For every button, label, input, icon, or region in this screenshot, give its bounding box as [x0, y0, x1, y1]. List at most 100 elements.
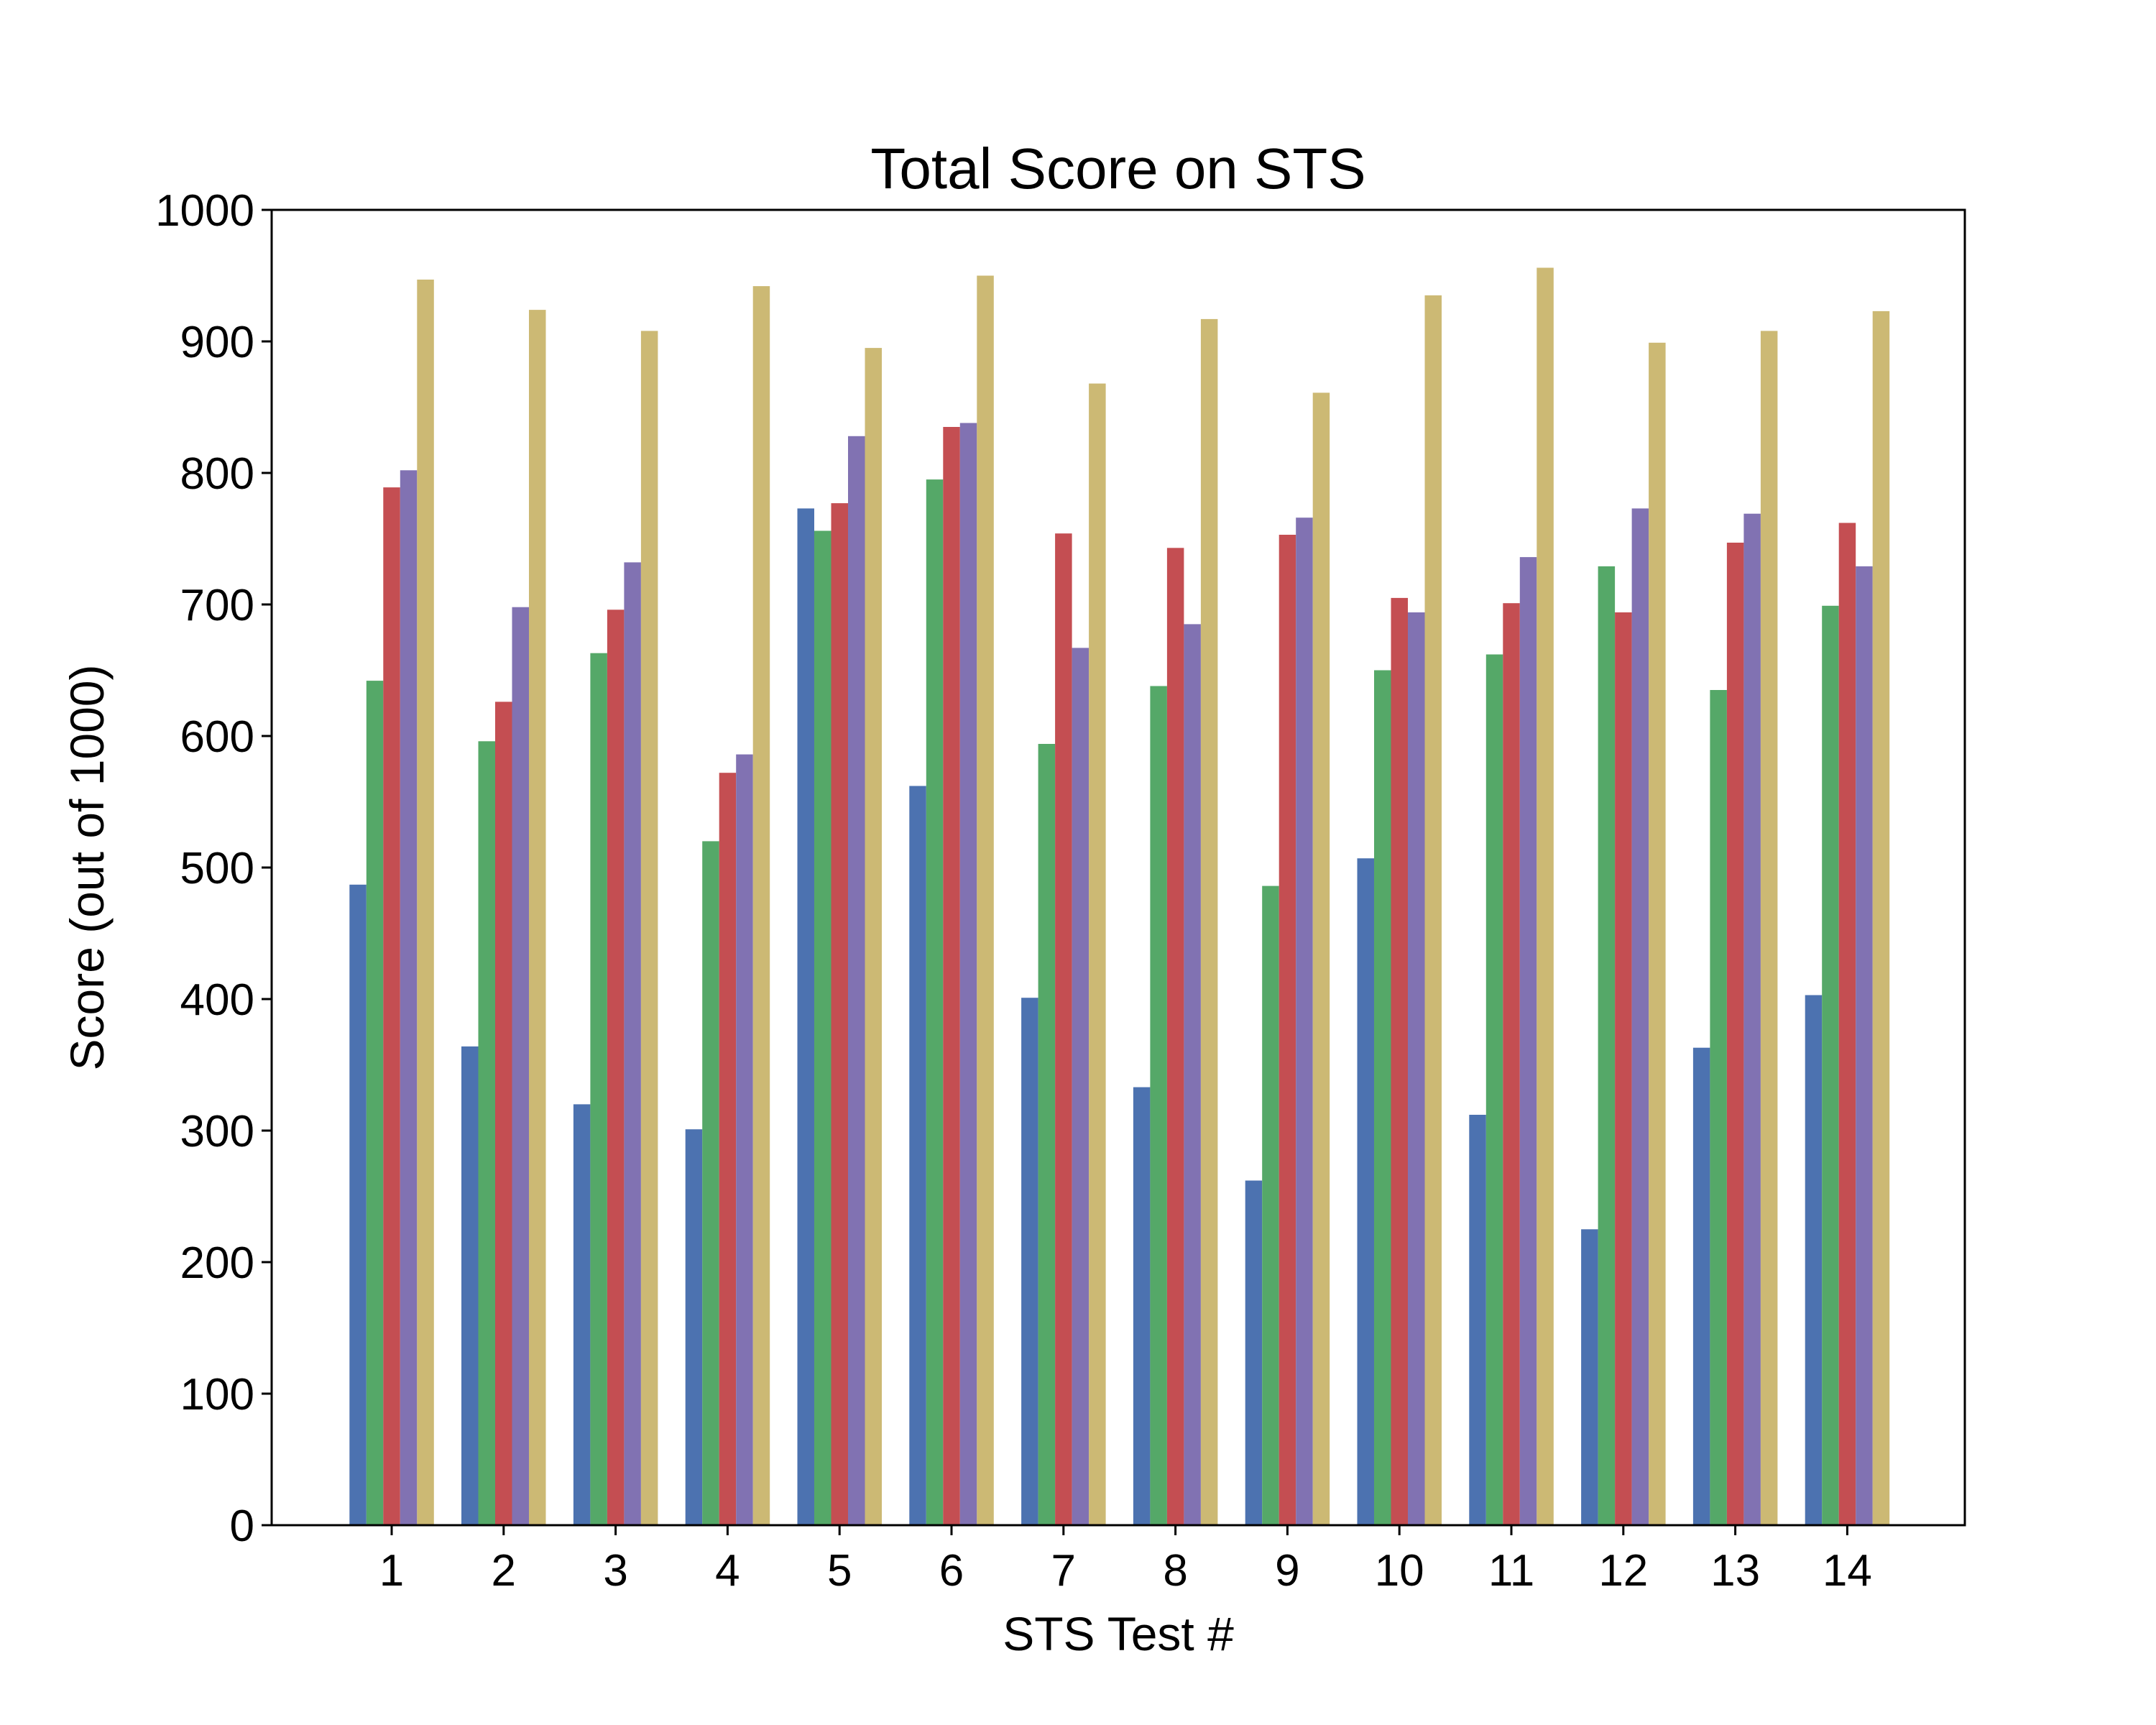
bar-series4-test2 [512, 607, 529, 1526]
x-tick-label: 11 [1488, 1546, 1534, 1596]
y-tick-label: 200 [180, 1238, 254, 1288]
bar-series5-test1 [417, 280, 434, 1525]
bar-series3-test1 [383, 487, 400, 1525]
bar-series3-test3 [607, 610, 625, 1525]
bar-series1-test8 [1133, 1087, 1151, 1525]
x-tick-label: 12 [1598, 1546, 1648, 1596]
bar-series1-test4 [685, 1129, 703, 1525]
x-axis: 1 2 3 4 5 6 7 8 9 10 11 12 13 14 [379, 1525, 1872, 1596]
bar-series4-test1 [400, 470, 418, 1525]
bar-series3-test4 [719, 773, 737, 1525]
bar-series1-test7 [1021, 998, 1038, 1525]
bar-series5-test12 [1649, 342, 1666, 1525]
y-axis-label: Score (out of 1000) [60, 665, 114, 1071]
bar-series2-test9 [1262, 886, 1279, 1525]
x-tick-label: 13 [1710, 1546, 1760, 1596]
x-tick-label: 4 [715, 1546, 740, 1596]
x-tick-label: 5 [827, 1546, 852, 1596]
bar-series2-test14 [1822, 605, 1839, 1525]
x-tick-label: 8 [1163, 1546, 1187, 1596]
y-axis: 0 100 200 300 400 500 600 700 800 900 1000 [155, 186, 272, 1551]
bar-series4-test7 [1072, 648, 1089, 1525]
x-tick-label: 3 [603, 1546, 627, 1596]
x-tick-label: 2 [492, 1546, 516, 1596]
bar-series3-test9 [1279, 535, 1296, 1525]
bar-series4-test4 [736, 754, 753, 1525]
bar-series4-test5 [848, 436, 865, 1525]
bar-series3-test10 [1391, 597, 1408, 1525]
bar-series4-test9 [1296, 518, 1313, 1526]
x-axis-label: STS Test # [1003, 1607, 1234, 1660]
y-tick-label: 100 [180, 1370, 254, 1420]
bar-series2-test3 [590, 653, 607, 1526]
bar-series5-test7 [1089, 383, 1106, 1525]
bar-series5-test14 [1872, 310, 1890, 1525]
x-tick-label: 6 [939, 1546, 964, 1596]
bar-series1-test12 [1581, 1229, 1598, 1526]
bar-series2-test1 [366, 681, 384, 1525]
bar-series3-test12 [1615, 612, 1632, 1525]
x-tick-label: 7 [1051, 1546, 1076, 1596]
y-tick-label: 500 [180, 844, 254, 893]
bar-series2-test5 [814, 530, 831, 1525]
bar-series2-test10 [1374, 670, 1391, 1525]
bar-series4-test14 [1856, 566, 1873, 1525]
bar-series1-test2 [461, 1046, 479, 1525]
bar-series2-test8 [1150, 686, 1167, 1525]
x-tick-label: 10 [1375, 1546, 1424, 1596]
y-tick-label: 700 [180, 581, 254, 630]
bar-series2-test6 [926, 479, 944, 1525]
y-tick-label: 400 [180, 975, 254, 1025]
bar-series3-test7 [1055, 533, 1072, 1526]
bar-series5-test6 [977, 275, 994, 1525]
bar-series2-test11 [1485, 654, 1503, 1525]
bar-series4-test12 [1631, 508, 1649, 1525]
bar-series3-test11 [1503, 603, 1520, 1526]
bar-series4-test6 [959, 423, 977, 1525]
y-tick-label: 1000 [155, 186, 254, 236]
bar-series3-test6 [943, 427, 960, 1525]
bar-series3-test5 [831, 503, 848, 1525]
y-tick-label: 800 [180, 449, 254, 499]
bar-series4-test11 [1519, 557, 1537, 1525]
bar-series1-test5 [797, 508, 814, 1525]
bar-series1-test13 [1692, 1047, 1710, 1525]
bar-series1-test10 [1357, 858, 1374, 1525]
bar-series2-test13 [1710, 690, 1727, 1525]
x-tick-label: 9 [1275, 1546, 1299, 1596]
bar-series5-test5 [865, 348, 882, 1526]
bar-series1-test3 [573, 1104, 591, 1525]
bar-series1-test9 [1245, 1180, 1263, 1525]
bar-series1-test1 [349, 884, 367, 1525]
bar-series5-test10 [1424, 295, 1442, 1525]
bar-series3-test2 [495, 702, 512, 1525]
chart-title: Total Score on STS [870, 137, 1365, 201]
bar-series5-test4 [752, 286, 770, 1526]
bar-series2-test12 [1598, 566, 1616, 1525]
bar-series1-test14 [1805, 995, 1823, 1525]
x-tick-label: 1 [379, 1546, 404, 1596]
y-tick-label: 900 [180, 318, 254, 367]
bar-series5-test2 [529, 310, 546, 1526]
bar-series5-test13 [1760, 331, 1778, 1525]
bar-series5-test3 [640, 331, 658, 1525]
bar-series2-test4 [702, 841, 719, 1525]
bar-series2-test2 [478, 741, 495, 1525]
bar-series5-test8 [1200, 318, 1218, 1525]
bar-series5-test9 [1312, 392, 1330, 1525]
x-tick-label: 14 [1823, 1546, 1872, 1596]
bar-series1-test11 [1469, 1115, 1486, 1525]
bar-series1-test6 [909, 786, 926, 1525]
y-tick-label: 0 [230, 1501, 254, 1551]
bar-series4-test10 [1408, 612, 1425, 1525]
bar-series4-test3 [624, 562, 641, 1525]
bars-group [349, 267, 1890, 1526]
bar-series3-test13 [1726, 543, 1744, 1525]
y-tick-label: 600 [180, 712, 254, 762]
y-tick-label: 300 [180, 1107, 254, 1156]
bar-series2-test7 [1038, 744, 1056, 1525]
bar-series4-test13 [1743, 513, 1761, 1526]
bar-series3-test14 [1838, 523, 1856, 1525]
bar-series3-test8 [1166, 548, 1184, 1525]
